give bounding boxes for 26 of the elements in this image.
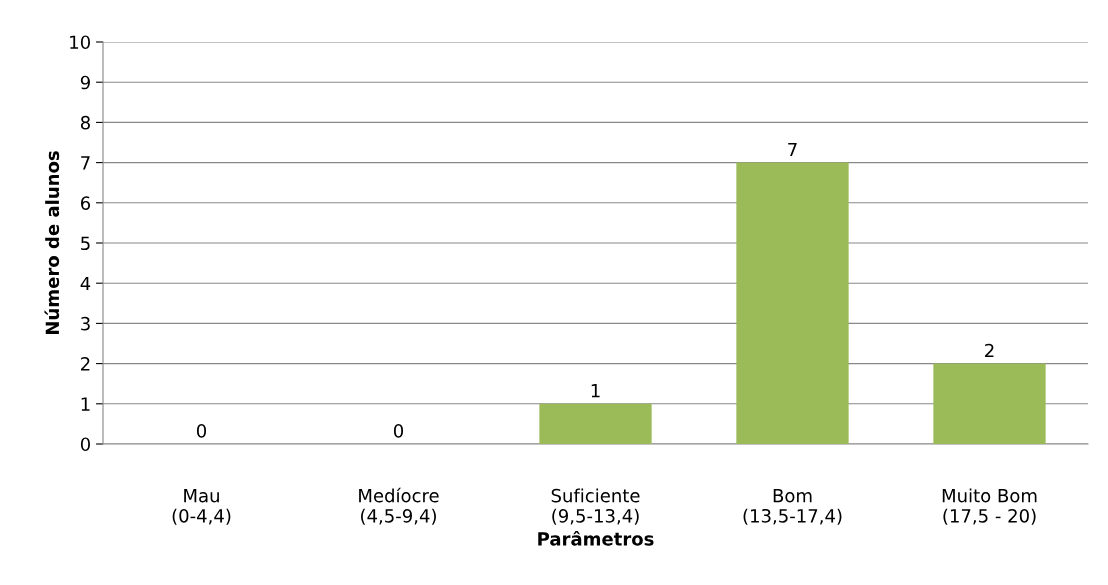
y-tick-label: 10 [70,35,90,50]
data-label: 2 [985,343,994,358]
data-label: 0 [196,424,207,438]
x-tick-label: Suficiente (9,5-13,4) [551,488,640,525]
x-tick-label: Muito Bom (17,5 - 20) [942,488,1037,525]
y-tick-label: 6 [80,196,91,210]
bar [933,363,1046,444]
y-tick-label: 4 [80,276,91,291]
data-label: 0 [393,424,404,438]
data-label: 7 [788,142,797,157]
bar [539,403,652,444]
y-tick-label: 7 [81,156,90,170]
x-axis-title: Parâmetros [538,530,654,546]
y-tick-label: 3 [81,316,90,331]
y-tick-label: 1 [81,397,90,411]
x-tick-label: Bom (13,5-17,4) [743,489,842,525]
y-tick-label: 8 [80,115,90,130]
y-tick-label: 9 [80,75,90,90]
y-tick-label: 2 [81,357,90,371]
x-tick-label: Mau (0-4,4) [172,489,231,525]
data-label: 1 [591,384,600,398]
bar [736,162,849,444]
x-tick-label: Medíocre (4,5-9,4) [359,487,439,525]
y-tick-label: 0 [80,437,90,452]
y-axis-title: Número de alunos [44,151,60,334]
y-tick-label: 5 [81,236,90,251]
